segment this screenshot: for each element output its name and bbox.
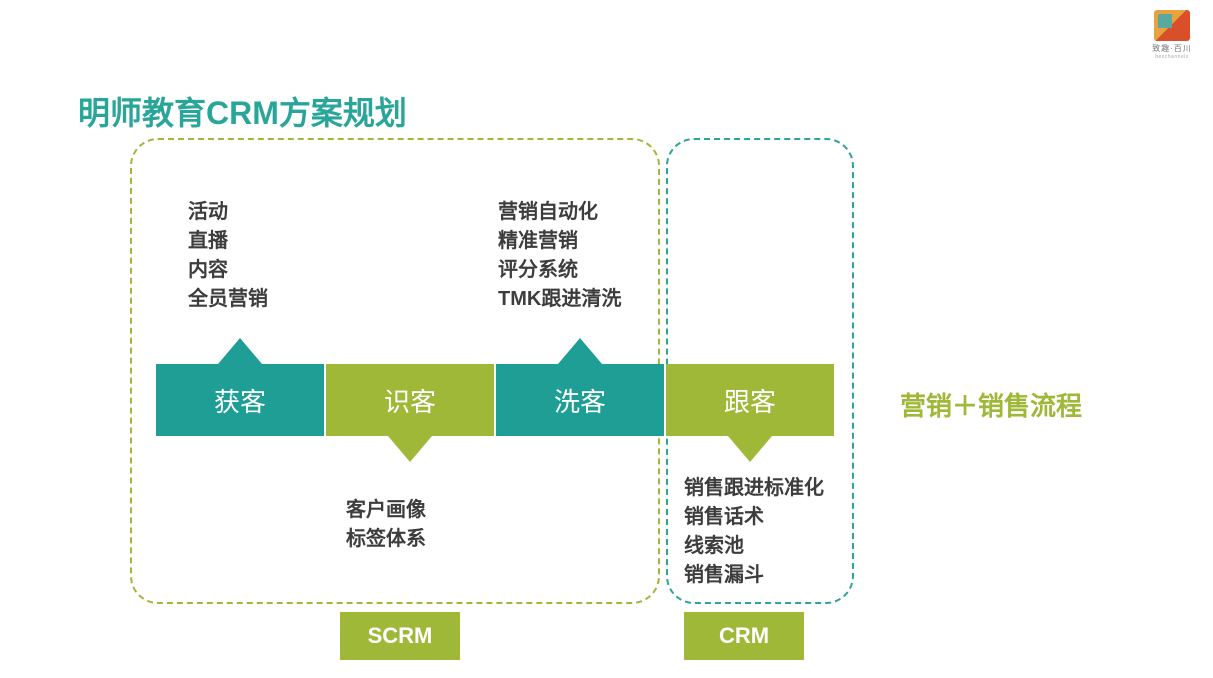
stage-label: 洗客 [554, 382, 606, 419]
stage-label: 获客 [214, 382, 266, 419]
list-item: 评分系统 [498, 256, 621, 285]
stage-clean: 洗客 [496, 364, 664, 436]
list-item: 营销自动化 [498, 198, 621, 227]
list-item: 销售话术 [684, 503, 824, 532]
list-item: 活动 [188, 198, 268, 227]
stage2-items: 客户画像 标签体系 [346, 496, 426, 554]
list-item: 标签体系 [346, 525, 426, 554]
scrm-label: SCRM [340, 612, 460, 660]
stage-label: 识客 [384, 382, 436, 419]
list-item: 全员营销 [188, 285, 268, 314]
stage1-items: 活动 直播 内容 全员营销 [188, 198, 268, 314]
stage-follow: 跟客 [666, 364, 834, 436]
list-item: 客户画像 [346, 496, 426, 525]
list-item: 直播 [188, 227, 268, 256]
list-item: 精准营销 [498, 227, 621, 256]
list-item: 线索池 [684, 532, 824, 561]
stage-identify: 识客 [326, 364, 494, 436]
stage-label: 跟客 [724, 382, 776, 419]
brand-logo: 致趣·百川 beschannels [1151, 10, 1193, 60]
stage4-items: 销售跟进标准化 销售话术 线索池 销售漏斗 [684, 474, 824, 590]
list-item: TMK跟进清洗 [498, 285, 621, 314]
list-item: 销售跟进标准化 [684, 474, 824, 503]
logo-mark [1154, 10, 1190, 41]
slide-title: 明师教育CRM方案规划 [78, 88, 407, 134]
crm-label: CRM [684, 612, 804, 660]
logo-subtext: beschannels [1155, 54, 1189, 60]
list-item: 销售漏斗 [684, 561, 824, 590]
list-item: 内容 [188, 256, 268, 285]
footer-text: SCRM [368, 623, 433, 649]
footer-text: CRM [719, 623, 769, 649]
stage3-items: 营销自动化 精准营销 评分系统 TMK跟进清洗 [498, 198, 621, 314]
process-label: 营销＋销售流程 [900, 386, 1082, 423]
logo-text: 致趣·百川 [1152, 43, 1192, 54]
stage-acquire: 获客 [156, 364, 324, 436]
